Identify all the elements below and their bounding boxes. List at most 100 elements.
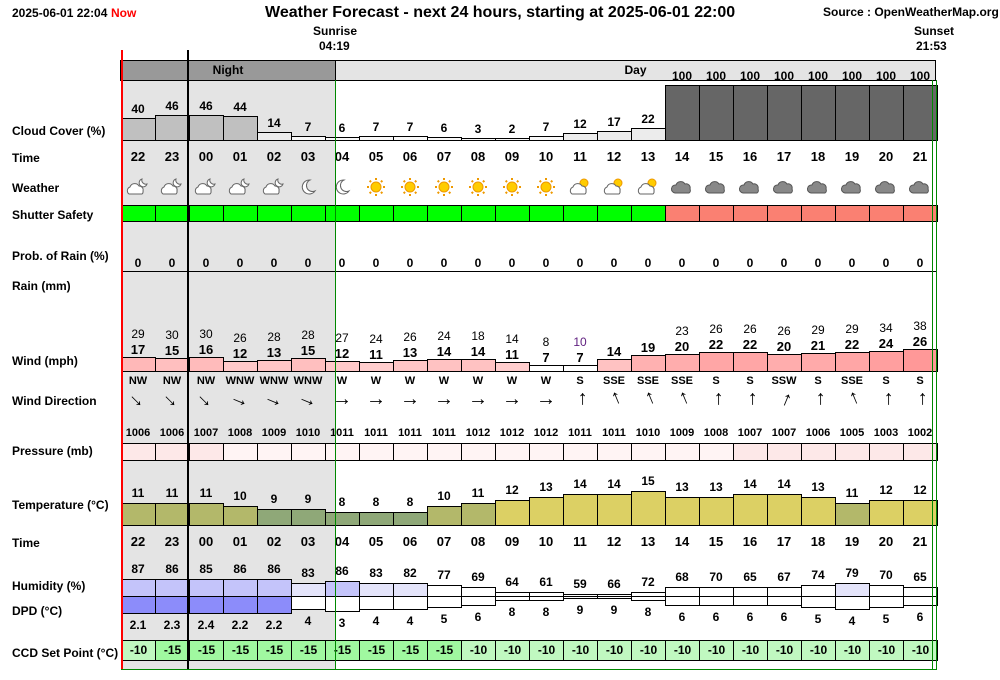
humidity-value: 65	[743, 570, 757, 585]
wind-gust-value: 29	[845, 322, 859, 337]
pressure-value: 1012	[499, 427, 525, 439]
wind-direction-arrow-icon: →	[502, 388, 522, 410]
partly-cloudy-day-icon	[631, 175, 665, 197]
wind-gust-value: 8	[542, 335, 550, 350]
wind-direction-value: SSE	[636, 375, 659, 387]
temperature-bar	[529, 497, 564, 526]
wind-bar	[699, 352, 734, 372]
cloud-cover-bar	[733, 85, 768, 141]
cloud-cover-value: 100	[909, 69, 931, 83]
dpd-value: 6	[916, 609, 924, 624]
wind-gust-value: 26	[233, 330, 247, 345]
cloud-cover-value: 40	[131, 102, 145, 116]
prob-rain-value: 0	[916, 256, 924, 270]
temperature-bar	[597, 494, 632, 526]
time-value: 08	[470, 149, 486, 164]
wind-direction-value: S	[746, 375, 754, 387]
cloud-icon	[869, 175, 903, 197]
temperature-bar	[495, 500, 530, 526]
time-value: 17	[776, 534, 792, 549]
cloud-icon	[767, 175, 801, 197]
wind-gust-value: 27	[335, 330, 349, 345]
wind-direction-value: SSE	[840, 375, 863, 387]
cloud-cover-value: 100	[875, 69, 897, 83]
time-value: 04	[334, 149, 350, 164]
prob-rain-value: 0	[712, 256, 720, 270]
row-divider	[699, 271, 733, 272]
cloud-cover-value: 100	[807, 69, 829, 83]
prob-rain-value: 0	[678, 256, 686, 270]
dpd-box	[631, 596, 666, 602]
wind-direction-arrow-icon: →	[770, 385, 798, 413]
wind-speed-value: 12	[232, 345, 248, 361]
shutter-safety-cell	[835, 205, 870, 222]
temperature-value: 11	[131, 486, 145, 500]
wind-gust-value: 30	[199, 327, 213, 342]
temperature-bar	[121, 503, 156, 526]
dpd-box	[767, 596, 802, 606]
temperature-value: 12	[879, 483, 893, 497]
shutter-safety-cell	[563, 205, 598, 222]
grid-end-line	[936, 80, 937, 670]
pressure-value: 1006	[125, 427, 151, 439]
wind-direction-value: S	[916, 375, 924, 387]
prob-rain-value: 0	[202, 256, 210, 270]
cloud-cover-value: 6	[338, 120, 346, 135]
dpd-value: 5	[814, 612, 822, 626]
dpd-value: 6	[712, 609, 720, 624]
humidity-value: 59	[573, 576, 587, 591]
time-value: 09	[504, 534, 520, 549]
time-value: 09	[504, 149, 520, 164]
row-label-temperature: Temperature (°C)	[12, 498, 109, 512]
day-band: Day	[335, 60, 936, 81]
wind-gust-value: 26	[709, 322, 723, 337]
wind-direction-arrow-icon: →	[434, 388, 454, 410]
time-value: 02	[266, 534, 282, 549]
dpd-value: 2.3	[163, 617, 181, 632]
ccd-setpoint-cell: -15	[257, 640, 292, 661]
prob-rain-value: 0	[508, 256, 516, 270]
pressure-bar	[359, 443, 394, 461]
cloud-cover-value: 7	[406, 120, 414, 135]
row-label-cloud: Cloud Cover (%)	[12, 124, 106, 138]
row-divider	[223, 271, 257, 272]
cloud-cover-value: 44	[233, 99, 247, 114]
temperature-value: 8	[372, 495, 380, 509]
ccd-setpoint-cell: -10	[563, 640, 598, 661]
cloud-cover-value: 7	[304, 120, 312, 135]
wind-direction-value: W	[506, 375, 518, 387]
wind-gust-value: 28	[267, 329, 281, 344]
wind-speed-value: 15	[164, 343, 180, 359]
wind-speed-value: 12	[334, 345, 350, 361]
time-value: 12	[606, 149, 622, 164]
partly-cloudy-day-icon	[597, 175, 631, 197]
midnight-line	[187, 50, 189, 670]
time-value: 07	[436, 534, 452, 549]
wind-gust-value: 10	[573, 335, 587, 350]
time-value: 03	[300, 149, 316, 164]
shutter-safety-cell	[257, 205, 292, 222]
humidity-box	[257, 578, 292, 597]
wind-bar	[733, 352, 768, 372]
time-value: 10	[538, 534, 554, 549]
temperature-value: 14	[743, 477, 757, 491]
cloud-cover-bar	[801, 85, 836, 141]
cloud-icon	[801, 175, 835, 197]
humidity-box	[155, 579, 190, 597]
prob-rain-value: 0	[304, 256, 312, 270]
wind-direction-value: SSW	[771, 375, 797, 387]
time-value: 14	[674, 534, 690, 549]
humidity-box	[359, 582, 394, 597]
prob-rain-value: 0	[474, 256, 482, 270]
row-divider	[155, 271, 189, 272]
wind-direction-value: NW	[128, 375, 148, 387]
humidity-box	[223, 578, 258, 597]
pressure-value: 1007	[771, 427, 797, 439]
cloud-cover-bar	[835, 85, 870, 141]
partly-cloudy-night-icon	[223, 175, 257, 197]
humidity-value: 83	[369, 565, 383, 580]
shutter-safety-cell	[665, 205, 700, 222]
pressure-bar	[427, 443, 462, 461]
wind-bar	[359, 361, 394, 372]
